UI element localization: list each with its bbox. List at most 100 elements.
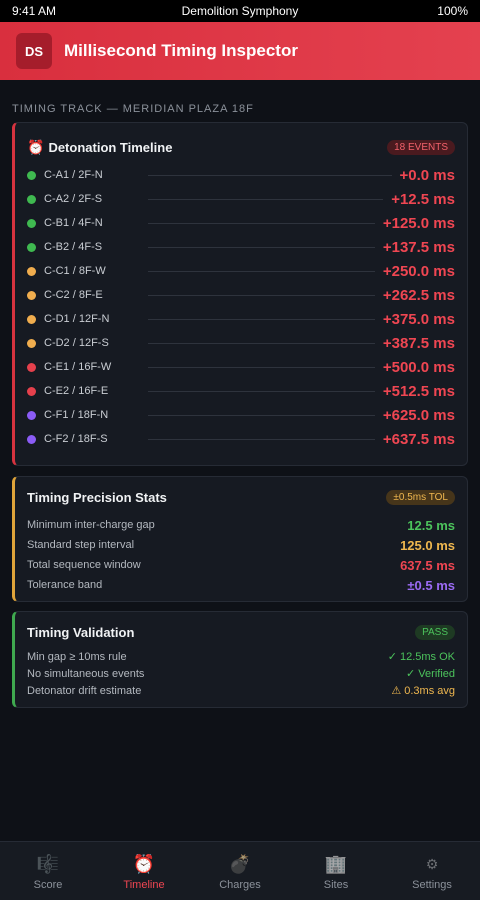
validation-result: ✓ Verified [406,668,455,680]
timeline-row[interactable]: C-C1 / 8F-W +250.0 ms [27,259,455,283]
gear-icon: ⚙ [425,855,439,872]
charge-label: C-C2 / 8F-E [44,289,103,301]
status-dot [27,362,36,372]
timing-validation-card: Timing Validation PASS Min gap ≥ 10ms ru… [12,611,468,708]
status-dot [27,194,36,204]
validation-result: ⚠ 0.3ms avg [391,685,455,697]
timeline-row[interactable]: C-D1 / 12F-N +375.0 ms [27,307,455,331]
stat-row: Standard step interval 125.0 ms [15,535,467,555]
tab-sites[interactable]: 🏢 Sites [288,842,384,900]
stat-label: Minimum inter-charge gap [27,519,155,531]
stat-value: ±0.5 ms [407,577,455,593]
timeline-row[interactable]: C-E1 / 16F-W +500.0 ms [27,355,455,379]
delay-value: +250.0 ms [382,262,455,280]
charge-label: C-F1 / 18F-N [44,409,109,421]
timeline-track-line [148,270,375,272]
stat-label: Standard step interval [27,539,135,551]
tab-timeline[interactable]: ⏰ Timeline [96,842,192,900]
pass-badge: PASS [415,624,455,640]
timeline-track-line [148,414,375,416]
timeline-track-line [148,246,375,248]
timeline-track-line [148,222,375,224]
timeline-track-line [148,366,375,368]
stat-label: Total sequence window [27,559,141,571]
delay-value: +387.5 ms [382,334,455,352]
app-logo: DS [16,33,52,69]
delay-value: +512.5 ms [382,382,455,400]
charge-label: C-F2 / 18F-S [44,433,108,445]
status-dot [27,314,36,324]
alarm-clock-icon: ⏰ [132,853,156,874]
timeline-row[interactable]: C-F1 / 18F-N +625.0 ms [27,403,455,427]
charge-label: C-D2 / 12F-S [44,337,109,349]
status-battery: 100% [437,4,468,18]
building-icon: 🏢 [324,853,348,874]
charge-label: C-B1 / 4F-N [44,217,103,229]
status-dot [27,290,36,300]
status-app-name: Demolition Symphony [181,4,299,18]
status-dot [27,410,36,420]
timeline-track-line [148,198,384,200]
stat-value: 125.0 ms [400,537,455,553]
validation-label: Detonator drift estimate [27,684,142,697]
charge-label: C-E1 / 16F-W [44,361,112,373]
timeline-row[interactable]: C-F2 / 18F-S +637.5 ms [27,427,455,451]
timeline-row[interactable]: C-B2 / 4F-S +137.5 ms [27,235,455,259]
timeline-row[interactable]: C-A1 / 2F-N +0.0 ms [27,163,455,187]
delay-value: +137.5 ms [382,238,455,256]
section-label: TIMING TRACK — MERIDIAN PLAZA 18F [12,103,254,115]
delay-value: +125.0 ms [382,214,455,232]
tab-label: Score [33,878,63,891]
status-bar: 9:41 AM Demolition Symphony 100% [0,0,480,22]
stat-row: Minimum inter-charge gap 12.5 ms [15,515,467,535]
timeline-row[interactable]: C-A2 / 2F-S +12.5 ms [27,187,455,211]
status-dot [27,242,36,252]
stat-row: Tolerance band ±0.5 ms [15,575,467,595]
validation-label: No simultaneous events [27,667,145,680]
stat-row: Total sequence window 637.5 ms [15,555,467,575]
detonation-timeline-card: ⏰ Detonation Timeline 18 EVENTS C-A1 / 2… [12,122,468,466]
delay-value: +0.0 ms [399,166,455,184]
charge-label: C-E2 / 16F-E [44,385,109,397]
charge-label: C-B2 / 4F-S [44,241,103,253]
timeline-track-line [148,294,375,296]
timeline-track-line [148,390,375,392]
delay-value: +637.5 ms [382,430,455,448]
validation-result: ✓ 12.5ms OK [387,651,455,663]
tab-charges[interactable]: 💣 Charges [192,842,288,900]
timeline-row[interactable]: C-B1 / 4F-N +125.0 ms [27,211,455,235]
timeline-track-line [148,174,392,176]
timeline-title: ⏰ Detonation Timeline [27,139,172,156]
delay-value: +12.5 ms [391,190,455,208]
timeline-row[interactable]: C-C2 / 8F-E +262.5 ms [27,283,455,307]
delay-value: +375.0 ms [382,310,455,328]
timeline-row[interactable]: C-D2 / 12F-S +387.5 ms [27,331,455,355]
tolerance-badge: ±0.5ms TOL [386,489,455,505]
stat-value: 637.5 ms [400,557,455,573]
delay-value: +625.0 ms [382,406,455,424]
tab-bar: 🎼 Score ⏰ Timeline 💣 Charges 🏢 Sites ⚙ Settings [0,841,480,900]
timeline-track-line [148,342,375,344]
tab-score[interactable]: 🎼 Score [0,842,96,900]
tab-settings[interactable]: ⚙ Settings [384,842,480,900]
timeline-track-line [148,438,375,440]
status-dot [27,338,36,348]
timing-precision-stats-card: Timing Precision Stats ±0.5ms TOL Minimu… [12,476,468,602]
delay-value: +500.0 ms [382,358,455,376]
timeline-row[interactable]: C-E2 / 16F-E +512.5 ms [27,379,455,403]
stat-label: Tolerance band [27,579,103,591]
status-dot [27,266,36,276]
charge-label: C-A1 / 2F-N [44,169,103,181]
score-icon: 🎼 [36,853,60,874]
status-time: 9:41 AM [12,4,57,18]
delay-value: +262.5 ms [382,286,455,304]
timeline-track-line [148,318,375,320]
validation-label: Min gap ≥ 10ms rule [27,650,127,663]
stat-value: 12.5 ms [407,517,455,533]
status-dot [27,218,36,228]
charge-label: C-A2 / 2F-S [44,193,103,205]
status-dot [27,434,36,444]
bomb-icon: 💣 [228,853,252,874]
app-header: DS Millisecond Timing Inspector [0,22,480,80]
stats-title: Timing Precision Stats [27,489,167,505]
